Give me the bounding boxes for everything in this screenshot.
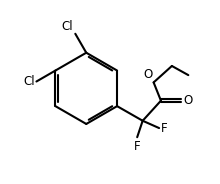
- Text: O: O: [184, 94, 193, 107]
- Text: F: F: [134, 140, 141, 153]
- Text: Cl: Cl: [62, 20, 73, 33]
- Text: Cl: Cl: [23, 75, 35, 88]
- Text: O: O: [143, 68, 153, 81]
- Text: F: F: [161, 122, 168, 135]
